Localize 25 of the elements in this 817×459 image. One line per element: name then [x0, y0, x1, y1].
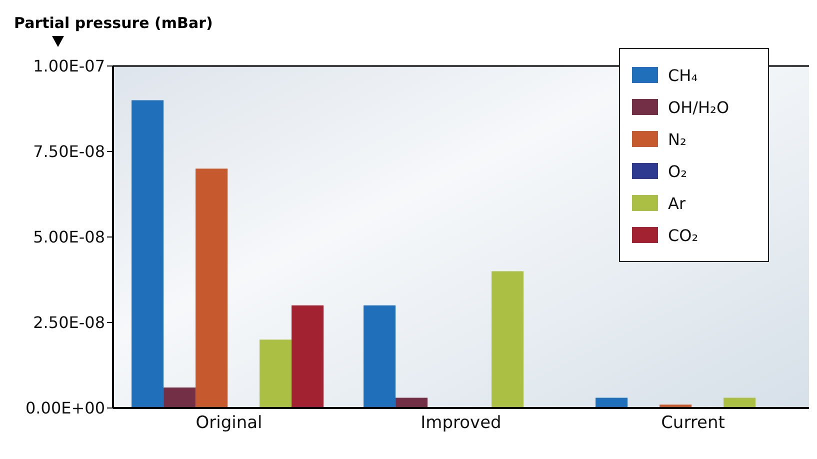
legend-label: N₂	[668, 130, 686, 148]
y-tick-label: 5.00E-08	[33, 228, 105, 247]
y-tick-label: 0.00E+00	[26, 398, 105, 418]
y-tick-label: 1.00E-07	[33, 56, 105, 76]
legend-label: Ar	[668, 194, 686, 212]
x-tick-label: Current	[661, 413, 726, 434]
x-tick-label: Improved	[420, 413, 502, 434]
legend-label: CO₂	[668, 226, 698, 244]
bar	[724, 398, 756, 408]
bar	[396, 398, 428, 408]
y-tick-label: 7.50E-08	[33, 142, 105, 162]
legend-label: OH/H₂O	[668, 98, 730, 116]
bar	[164, 387, 196, 408]
y-axis-title: Partial pressure (mBar)	[14, 14, 213, 32]
bar	[364, 305, 396, 408]
bar	[260, 340, 292, 408]
x-tick-label: Original	[196, 413, 262, 434]
bar	[596, 398, 628, 408]
y-tick-label: 2.50E-08	[33, 313, 105, 332]
legend-label: CH₄	[668, 66, 698, 84]
bar	[292, 305, 324, 408]
bar	[196, 168, 228, 408]
bar	[132, 100, 164, 408]
bar	[492, 271, 524, 408]
legend-label: O₂	[668, 162, 688, 180]
